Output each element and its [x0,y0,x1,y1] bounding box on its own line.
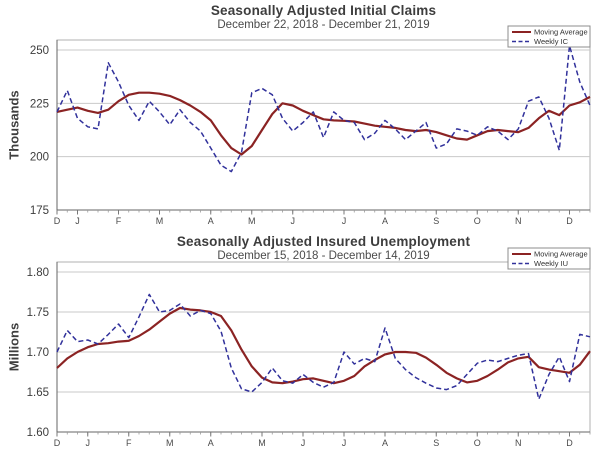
axes [56,40,590,211]
initial-claims-title: Seasonally Adjusted Initial Claims [210,3,437,18]
month-label: O [474,438,481,448]
y-tick-labels: 175 200 225 250 [30,45,49,217]
y-tick-label: 225 [30,98,49,110]
month-label: J [342,438,347,448]
month-label: O [474,216,481,226]
month-label: F [126,438,132,448]
y-tick-labels: 1.60 1.65 1.70 1.75 1.80 [27,267,49,439]
month-label: F [116,216,122,226]
weekly-line [56,44,591,173]
initial-claims-plot: 175 200 225 250 D J F M A M J J A S O N D Moving AverageW… [30,25,591,226]
y-tick-label: 1.80 [27,267,49,279]
moving-average-line [56,91,591,156]
month-label: D [54,438,61,448]
month-label: M [258,438,266,448]
y-tick-label: 200 [30,152,49,164]
gridlines [57,49,590,158]
weekly-line [56,293,591,400]
insured-unemployment-plot: 1.60 1.65 1.70 1.75 1.80 D J F M A M J J A S O N D Moving … [27,247,591,448]
y-tick-label: 175 [30,205,49,217]
month-label: N [515,216,522,226]
initial-claims-chart: Seasonally Adjusted Initial Claims Decem… [7,3,591,226]
insured-unemployment-chart: Seasonally Adjusted Insured Unemployment… [0,230,600,460]
month-label: M [166,438,174,448]
legend-label: Moving Average [534,250,588,259]
month-label: J [342,216,347,226]
month-label: J [291,216,296,226]
axes [56,262,590,433]
month-label: A [208,216,214,226]
month-label: D [566,438,573,448]
month-label: A [208,438,214,448]
y-tick-label: 1.60 [27,427,49,439]
insured-unemployment-subtitle: December 15, 2018 - December 14, 2019 [217,250,430,262]
month-label: D [566,216,573,226]
y-tick-label: 250 [30,45,49,57]
month-label: J [75,216,80,226]
month-label: A [382,438,388,448]
month-label: M [248,216,256,226]
month-label: J [86,438,91,448]
month-label: A [382,216,388,226]
month-label: S [433,216,439,226]
plot-border [56,261,591,433]
legend-label: Weekly IU [534,259,568,268]
initial-claims-subtitle: December 22, 2018 - December 21, 2019 [217,19,430,31]
month-label: D [54,216,61,226]
month-label: N [515,438,522,448]
legend-label: Weekly IC [534,37,569,46]
plot-border [56,39,591,211]
insured-unemployment-title: Seasonally Adjusted Insured Unemployment [176,234,471,249]
month-label: M [156,216,164,226]
legend-label: Moving Average [534,28,588,37]
y-tick-label: 1.65 [27,387,49,399]
gridlines [57,271,590,393]
moving-average-line [56,306,591,385]
y-tick-label: 1.75 [27,307,49,319]
month-label: S [433,438,439,448]
month-label: J [301,438,306,448]
y-tick-label: 1.70 [27,347,49,359]
